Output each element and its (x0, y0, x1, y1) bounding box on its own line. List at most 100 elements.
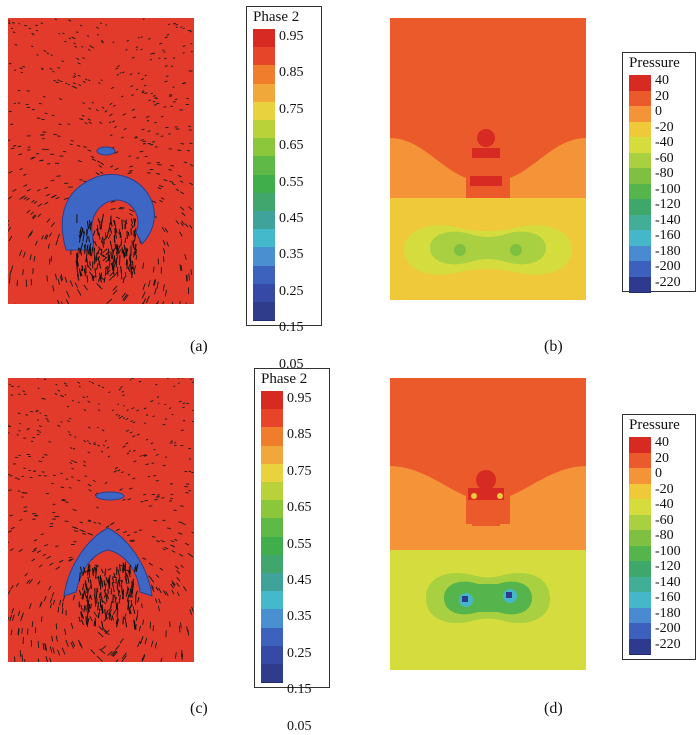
velocity-vector (144, 500, 148, 501)
legend-swatch (253, 193, 275, 212)
legend-label: -120 (655, 197, 681, 213)
velocity-vector (36, 30, 38, 31)
legend-label: 0.85 (287, 427, 312, 443)
velocity-vector (143, 144, 146, 145)
velocity-vector (177, 150, 181, 151)
velocity-vector (143, 494, 146, 495)
legend-swatch (629, 484, 651, 501)
velocity-vector (136, 158, 139, 159)
velocity-vector (51, 55, 53, 56)
velocity-vector (105, 267, 106, 276)
legend-swatch (261, 482, 283, 501)
velocity-vector (159, 58, 161, 59)
legend-label: 0.45 (279, 211, 304, 227)
legend-swatch (253, 284, 275, 303)
velocity-vector (115, 228, 116, 234)
velocity-vector (135, 567, 136, 572)
velocity-vector (42, 69, 44, 70)
panel-c-phase-plot (8, 378, 194, 662)
velocity-vector (91, 604, 92, 609)
velocity-vector (97, 588, 98, 593)
velocity-vector (28, 629, 29, 635)
velocity-vector (36, 411, 38, 412)
legend-label: 0.95 (287, 391, 312, 407)
velocity-vector (43, 97, 46, 98)
legend-swatch (629, 153, 651, 170)
legend-swatch (629, 623, 651, 640)
legend-swatch (261, 427, 283, 446)
velocity-vector (105, 232, 106, 238)
velocity-vector (22, 654, 23, 661)
legend-swatch (629, 453, 651, 470)
velocity-vector (56, 384, 58, 385)
velocity-vector (102, 581, 103, 588)
velocity-vector (135, 250, 136, 255)
velocity-vector (81, 249, 82, 253)
velocity-vector (111, 252, 112, 259)
velocity-vector (158, 403, 160, 404)
velocity-vector (123, 249, 124, 255)
legend-swatch (629, 106, 651, 123)
velocity-vector (186, 403, 189, 404)
velocity-vector (166, 76, 168, 77)
velocity-vector (37, 434, 40, 435)
velocity-vector (87, 275, 88, 282)
velocity-vector (153, 625, 154, 631)
velocity-vector (180, 506, 184, 507)
legend-label: -180 (655, 244, 681, 260)
phase-field-a (8, 18, 194, 304)
velocity-vector (169, 96, 172, 97)
velocity-vector (38, 641, 39, 648)
velocity-vector (154, 267, 155, 273)
velocity-vector (148, 143, 151, 144)
velocity-vector (72, 527, 76, 528)
legend-label: 40 (655, 435, 669, 451)
velocity-vector (163, 465, 166, 466)
velocity-vector (94, 567, 95, 573)
legend-title: Phase 2 (261, 371, 307, 388)
legend-swatch (629, 168, 651, 185)
velocity-vector (36, 55, 38, 56)
legend-label: 0.35 (279, 247, 304, 263)
legend-swatch (629, 199, 651, 216)
velocity-vector (183, 28, 185, 29)
legend-label: 0 (655, 104, 662, 120)
velocity-vector (94, 248, 95, 254)
legend-label: -60 (655, 151, 674, 167)
velocity-vector (98, 602, 99, 610)
legend-label: -140 (655, 213, 681, 229)
velocity-vector (151, 93, 153, 94)
velocity-vector (36, 411, 38, 412)
legend-swatch (629, 137, 651, 154)
velocity-vector (123, 617, 124, 625)
velocity-vector (146, 439, 148, 440)
velocity-vector (154, 98, 156, 99)
legend-swatch (261, 646, 283, 665)
velocity-vector (122, 580, 123, 584)
velocity-vector (37, 430, 39, 431)
velocity-vector (189, 143, 192, 144)
legend-swatch (629, 577, 651, 594)
panel-b-pressure-plot (390, 18, 586, 300)
velocity-vector (169, 408, 171, 409)
legend-label: -140 (655, 575, 681, 591)
legend-label: 0.25 (287, 646, 312, 662)
velocity-vector (170, 443, 173, 444)
legend-swatch (629, 246, 651, 263)
velocity-vector (142, 603, 143, 608)
legend-swatch (253, 29, 275, 48)
legend-label: 0.25 (279, 284, 304, 300)
velocity-vector (126, 259, 127, 265)
velocity-vector (173, 386, 175, 387)
legend-swatch (253, 247, 275, 266)
legend-swatch (261, 500, 283, 519)
legend-swatch (253, 84, 275, 103)
velocity-vector (90, 261, 91, 265)
velocity-vector (120, 208, 125, 209)
legend-label: -180 (655, 606, 681, 622)
legend-label: 0.85 (279, 65, 304, 81)
legend-swatch (261, 537, 283, 556)
velocity-vector (39, 160, 43, 161)
